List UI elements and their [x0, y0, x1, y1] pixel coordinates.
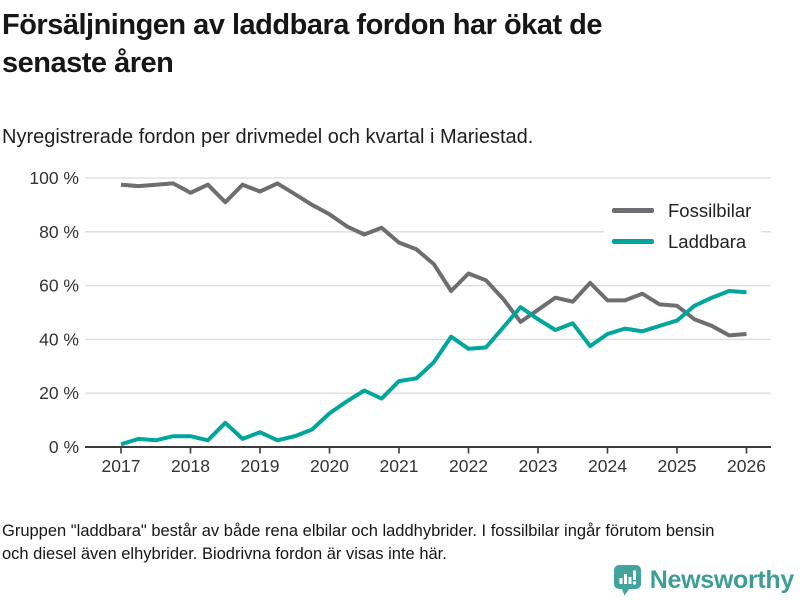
chart-subtitle: Nyregistrerade fordon per drivmedel och …: [2, 126, 534, 148]
title-line-2: senaste åren: [2, 47, 174, 79]
y-tick-label: 40 %: [39, 329, 79, 349]
chart-legend: Fossilbilar Laddbara: [604, 193, 762, 259]
footnote-line-1: Gruppen "laddbara" består av både rena e…: [2, 522, 715, 540]
footnote: Gruppen "laddbara" består av både rena e…: [2, 520, 794, 565]
x-tick-label: 2025: [658, 456, 697, 476]
legend-item-laddbara: Laddbara: [612, 226, 751, 257]
y-tick-label: 80 %: [39, 222, 79, 242]
legend-label-laddbara: Laddbara: [668, 230, 747, 252]
legend-label-fossilbilar: Fossilbilar: [668, 199, 752, 221]
x-tick-label: 2017: [102, 456, 141, 476]
brand-logo: Newsworthy: [613, 564, 794, 596]
x-tick-label: 2020: [310, 456, 349, 476]
x-tick-label: 2022: [449, 456, 488, 476]
chart-line-fossilbilar: [120, 181, 747, 338]
chart-line-laddbara: [120, 289, 747, 447]
x-tick-label: 2021: [380, 456, 419, 476]
x-tick-label: 2026: [727, 456, 766, 476]
x-tick-label: 2024: [588, 456, 627, 476]
chart-canvas: 100 % 80 % 60 % 40 % 20 % 0 % 2017 2018 2019 2020…: [29, 168, 771, 476]
x-tick-label: 2023: [519, 456, 558, 476]
title-line-1: Försäljningen av laddbara fordon har öka…: [2, 9, 603, 41]
brand-name: Newsworthy: [649, 565, 795, 594]
y-tick-label: 100 %: [29, 168, 79, 188]
legend-swatch-fossilbilar: [612, 208, 654, 213]
legend-swatch-laddbara: [612, 239, 654, 244]
page-title: Försäljningen av laddbara fordon har öka…: [2, 6, 782, 82]
y-tick-label: 0 %: [49, 437, 79, 457]
x-tick-label: 2019: [241, 456, 280, 476]
y-tick-label: 60 %: [39, 276, 79, 296]
newsworthy-icon: [613, 565, 641, 596]
x-tick-label: 2018: [171, 456, 210, 476]
footnote-line-2: och diesel även elhybrider. Biodrivna fo…: [2, 544, 447, 563]
legend-item-fossilbilar: Fossilbilar: [612, 195, 751, 226]
y-tick-label: 20 %: [39, 383, 79, 403]
